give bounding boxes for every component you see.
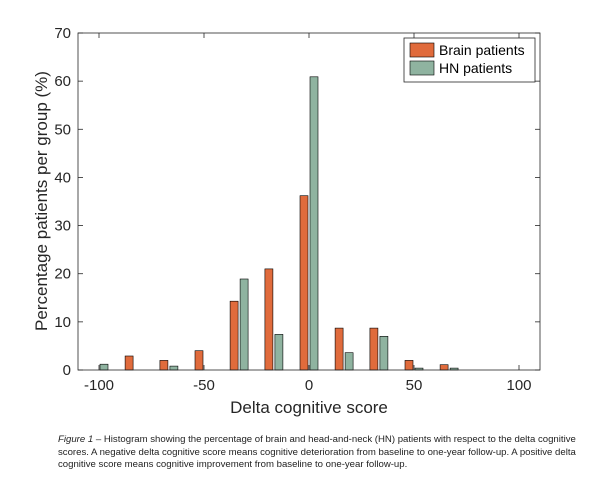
y-tick-label: 20 xyxy=(54,266,71,283)
bar-brain xyxy=(404,360,414,371)
bar-brain xyxy=(299,195,309,371)
y-tick-label: 10 xyxy=(54,314,71,331)
bar-hn xyxy=(169,365,179,371)
y-tick-label: 40 xyxy=(54,169,71,186)
bar-hn xyxy=(344,352,354,371)
bar-hn xyxy=(309,76,319,371)
bar-hn xyxy=(274,334,284,371)
figure-caption: Figure 1 – Histogram showing the percent… xyxy=(58,434,592,472)
legend-label: HN patients xyxy=(439,60,512,76)
y-tick-label: 70 xyxy=(54,25,71,42)
y-tick-label: 60 xyxy=(54,73,71,90)
legend-label: Brain patients xyxy=(439,42,525,58)
x-tick-label: 0 xyxy=(305,377,313,394)
x-tick-label: -100 xyxy=(84,377,114,394)
bar-brain xyxy=(439,364,449,371)
y-tick-label: 0 xyxy=(63,362,71,379)
legend-swatch xyxy=(409,60,435,76)
x-tick-label: -50 xyxy=(193,377,215,394)
bar-brain xyxy=(194,350,204,371)
x-axis-label: Delta cognitive score xyxy=(230,398,388,417)
bar-brain xyxy=(334,327,344,371)
bars-group xyxy=(99,76,459,371)
bar-brain xyxy=(124,355,134,371)
bar-hn xyxy=(99,363,109,371)
caption-text: – Histogram showing the percentage of br… xyxy=(58,434,576,470)
axes-group: -100 -50 0 50 100 0 10 20 30 40 50 60 70 xyxy=(54,25,541,394)
legend-swatch xyxy=(409,42,435,58)
x-tick-label: 100 xyxy=(506,377,531,394)
bar-brain xyxy=(264,268,274,371)
bar-brain xyxy=(229,300,239,371)
caption-lead: Figure 1 xyxy=(58,434,94,445)
y-axis-label: Percentage patients per group (%) xyxy=(32,71,51,331)
bar-hn xyxy=(239,278,249,371)
bar-brain xyxy=(369,327,379,371)
plot-area xyxy=(78,33,540,370)
x-tick-label: 50 xyxy=(406,377,423,394)
y-tick-label: 30 xyxy=(54,218,71,235)
legend: Brain patients HN patients xyxy=(403,37,536,83)
bar-hn xyxy=(379,335,389,371)
bar-brain xyxy=(159,360,169,371)
y-tick-label: 50 xyxy=(54,121,71,138)
histogram-chart: -100 -50 0 50 100 0 10 20 30 40 50 60 70 Delta cogni… xyxy=(32,25,541,417)
